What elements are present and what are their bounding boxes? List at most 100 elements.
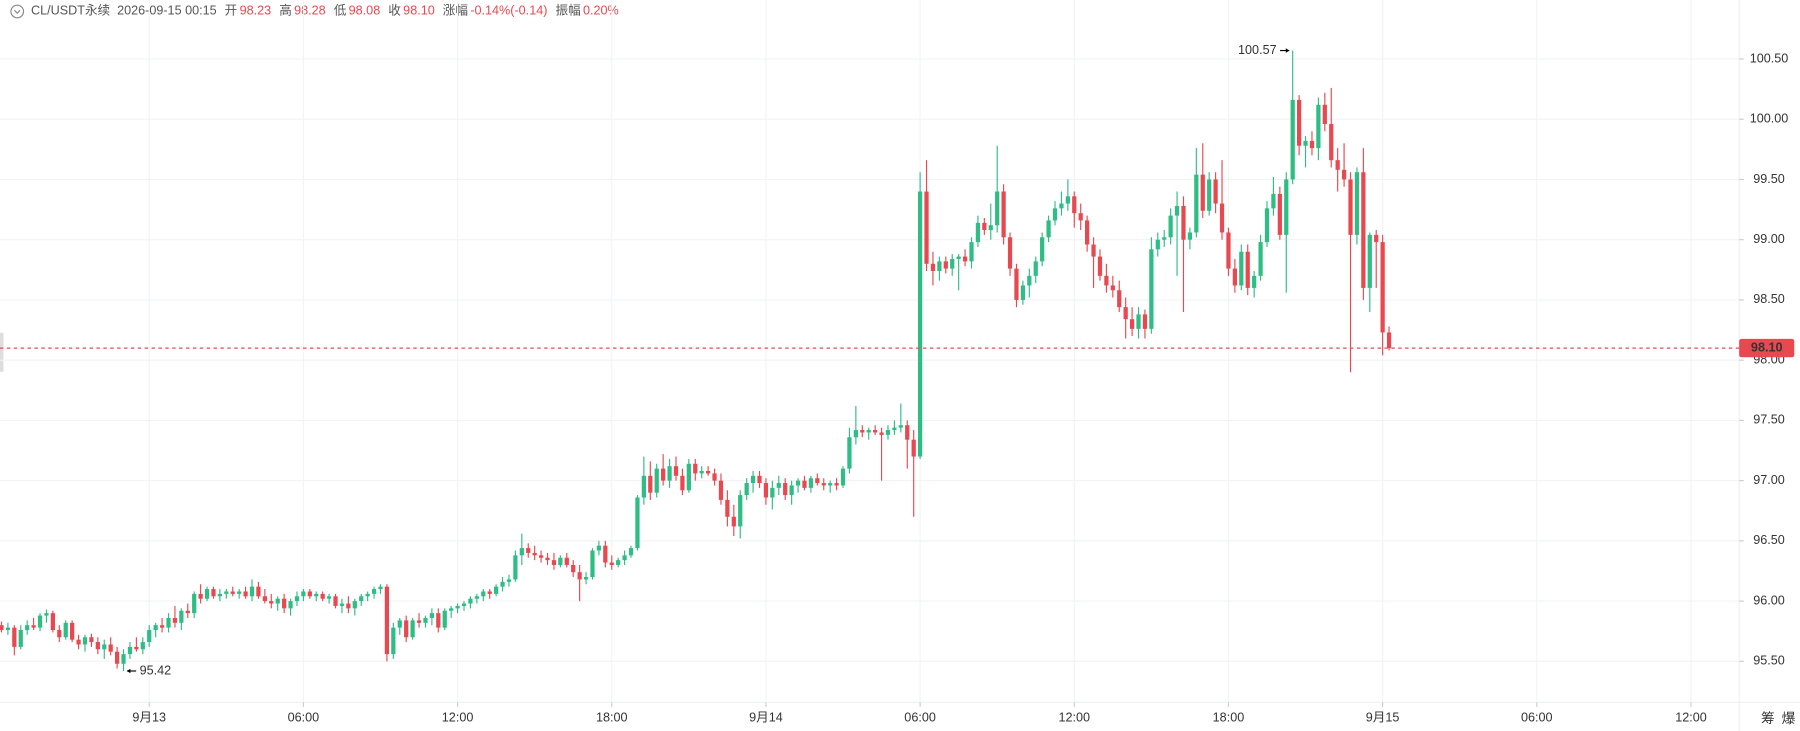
y-tick-label: 100.50 xyxy=(1750,51,1789,65)
candle-body xyxy=(526,548,531,553)
candle-body xyxy=(76,639,81,645)
candle-body xyxy=(596,545,602,551)
left-handle xyxy=(0,332,4,372)
stat-value: 98.08 xyxy=(349,4,381,18)
candle-body xyxy=(1194,174,1199,233)
y-tick-label: 100.00 xyxy=(1750,112,1789,126)
y-tick-label: 99.00 xyxy=(1753,232,1785,246)
candle-body xyxy=(102,644,107,650)
candle-body xyxy=(44,613,49,616)
y-tick-label: 98.50 xyxy=(1753,292,1785,306)
candle-body xyxy=(1213,179,1218,204)
candle-body xyxy=(1110,285,1115,291)
candle-body xyxy=(1341,169,1347,180)
stat-value: 98.23 xyxy=(240,4,272,18)
candle-body xyxy=(808,478,814,488)
stat-label: 收 xyxy=(388,4,401,18)
candle-body xyxy=(108,644,113,652)
candle-body xyxy=(70,622,75,640)
x-tick-label: 06:00 xyxy=(1521,711,1553,725)
candle-body xyxy=(603,545,608,563)
candle-body xyxy=(352,601,357,609)
candle-body xyxy=(204,589,210,599)
candle-body xyxy=(82,637,88,645)
candle-body xyxy=(583,577,589,580)
candle-body xyxy=(1252,275,1257,288)
candle-body xyxy=(725,499,730,517)
candle-body xyxy=(1104,275,1109,286)
candle-body xyxy=(1277,193,1282,235)
candle-body xyxy=(416,620,422,623)
candle-body xyxy=(1040,237,1045,262)
last-price-label: 98.10 xyxy=(1751,340,1783,354)
candle-body xyxy=(269,601,274,604)
candle-body xyxy=(487,591,492,594)
candle-body xyxy=(1129,319,1135,329)
candle-body xyxy=(911,439,916,457)
candle-body xyxy=(898,425,903,428)
candle-body xyxy=(609,562,614,565)
candle-body xyxy=(905,425,910,440)
candle-body xyxy=(988,225,993,231)
candle-body xyxy=(365,593,370,597)
x-tick-label: 9月15 xyxy=(1366,711,1400,725)
candle-body xyxy=(224,591,229,594)
candle-body xyxy=(1155,239,1160,250)
x-tick-label: 9月13 xyxy=(132,711,166,725)
candle-body xyxy=(853,430,858,438)
stat-label: 振幅 xyxy=(555,4,580,18)
y-tick-label: 96.50 xyxy=(1753,533,1785,547)
candle-body xyxy=(571,564,576,573)
candle-body xyxy=(577,572,582,580)
candle-body xyxy=(378,586,383,590)
candle-body xyxy=(1232,268,1237,286)
candle-body xyxy=(705,471,711,474)
header: CL/USDT永续 2026-09-15 00:15 开 98.23 高 98.28 低 98… xyxy=(31,3,619,18)
candle-body xyxy=(699,471,704,474)
candle-body xyxy=(314,593,319,597)
candle-body xyxy=(0,625,4,631)
candle-body xyxy=(1245,251,1250,288)
candle-body xyxy=(776,483,781,488)
candle-body xyxy=(815,478,820,484)
candle-body xyxy=(802,480,807,488)
candle-body xyxy=(307,591,312,597)
candle-body xyxy=(1136,314,1141,329)
candle-body xyxy=(1219,203,1225,233)
collapse-icon[interactable] xyxy=(10,4,25,19)
candle-body xyxy=(1290,99,1295,180)
toolbar-item[interactable]: 爆 xyxy=(1782,711,1796,726)
candle-body xyxy=(333,596,338,606)
candle-body xyxy=(1149,249,1154,329)
candle-body xyxy=(1091,244,1096,257)
candle-body xyxy=(326,596,332,599)
candle-body xyxy=(551,560,557,565)
candle-body xyxy=(1374,234,1379,243)
candle-body xyxy=(834,483,839,486)
candle-body xyxy=(1316,104,1321,149)
symbol: CL/USDT永续 xyxy=(31,4,111,18)
stat-label: 开 xyxy=(225,4,238,18)
candle-body xyxy=(1162,237,1167,240)
candle-body xyxy=(320,593,325,599)
candle-body xyxy=(275,598,280,604)
candle-body xyxy=(18,630,23,647)
candle-body xyxy=(346,603,351,609)
y-tick-label: 97.50 xyxy=(1753,413,1785,427)
candle-body xyxy=(172,617,178,623)
candle-body xyxy=(1072,196,1077,214)
candle-body xyxy=(1226,232,1231,269)
x-tick-label: 06:00 xyxy=(904,711,936,725)
candle-body xyxy=(391,627,396,655)
candle-body xyxy=(410,620,415,638)
candle-body xyxy=(885,430,891,435)
candle-body xyxy=(937,261,942,272)
candle-body xyxy=(590,550,595,578)
candle-body xyxy=(1181,205,1186,240)
toolbar-item[interactable]: 筹 xyxy=(1761,710,1775,726)
candle-body xyxy=(950,258,955,269)
candle-body xyxy=(423,617,428,623)
candle-body xyxy=(860,430,865,433)
candle-body xyxy=(1322,104,1327,125)
